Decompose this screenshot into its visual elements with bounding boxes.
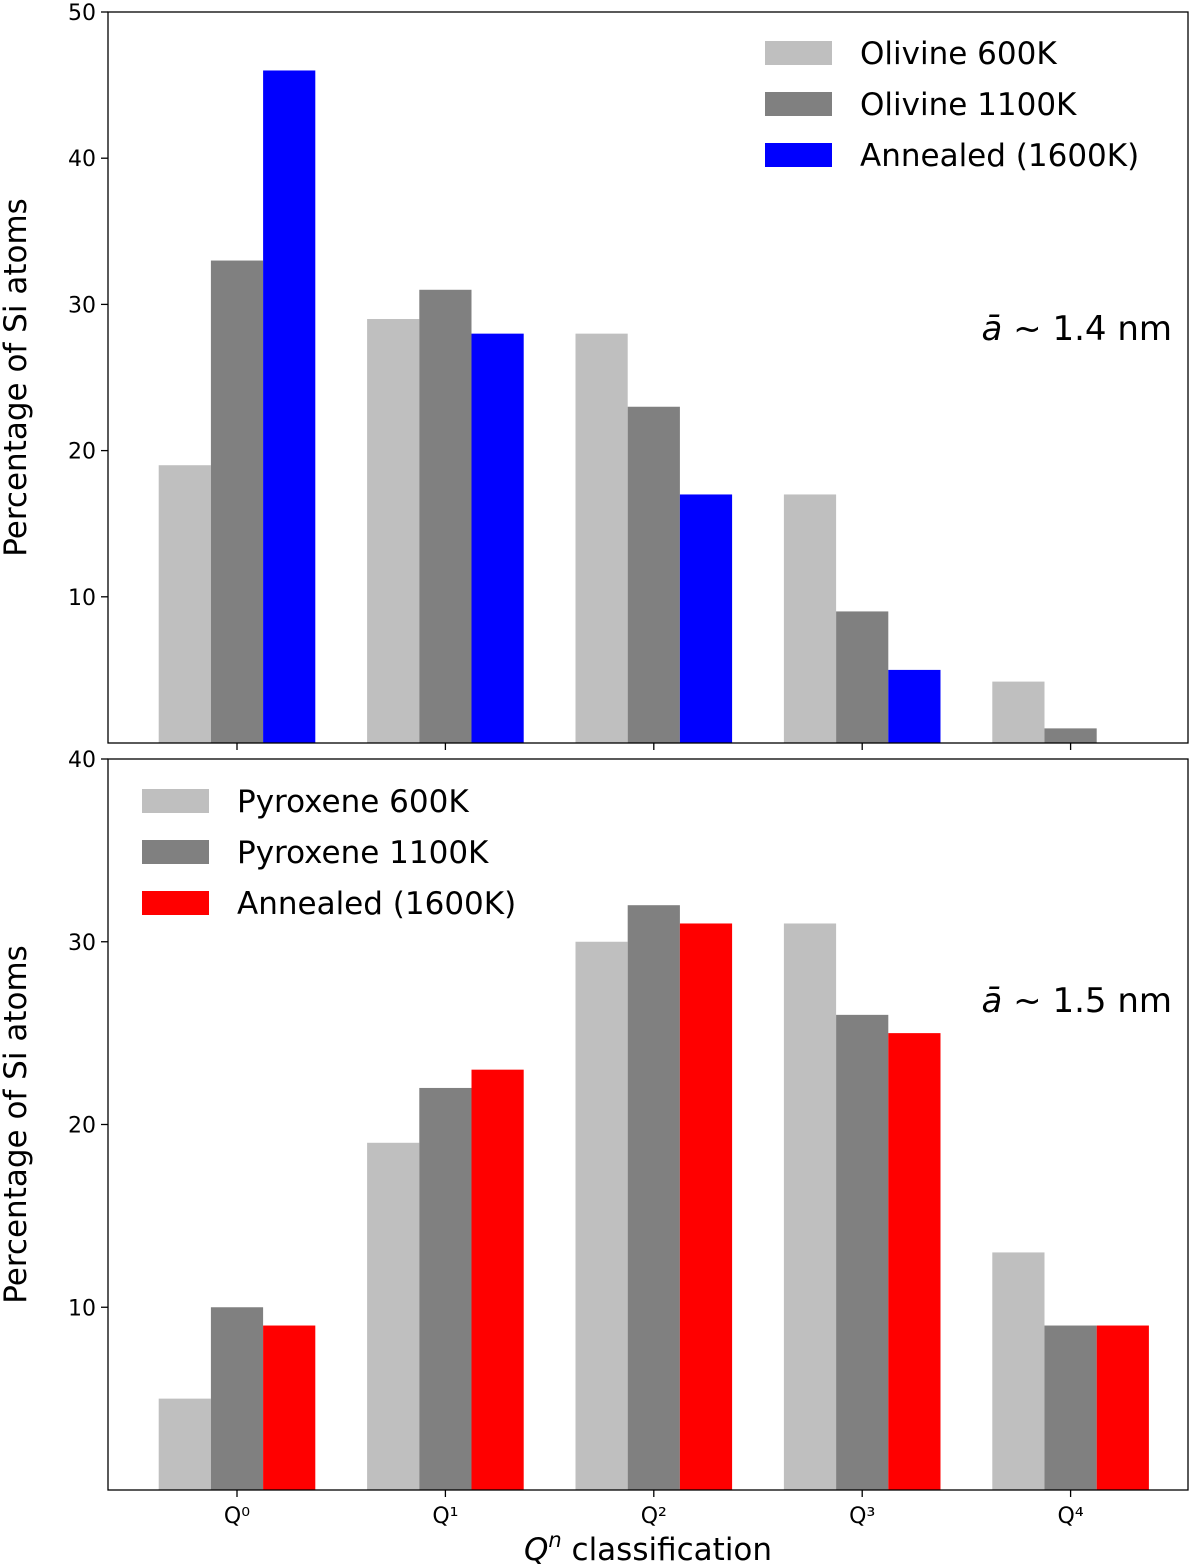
legend-label-2: Olivine 1100K bbox=[860, 87, 1077, 123]
bar-2-4 bbox=[836, 1014, 889, 1490]
x-tick-label-4: Q³ bbox=[849, 1504, 875, 1529]
bar-1-5 bbox=[992, 681, 1045, 743]
x-tick-label-1: Q⁰ bbox=[224, 1504, 250, 1529]
bar-2-2 bbox=[419, 1087, 472, 1490]
y-tick-label-40: 40 bbox=[68, 748, 96, 773]
bar-3-4 bbox=[888, 669, 941, 743]
bar-1-3 bbox=[575, 333, 628, 743]
y-tick-label-10: 10 bbox=[68, 586, 96, 611]
bar-2-1 bbox=[210, 260, 264, 743]
bar-1-1 bbox=[158, 1398, 211, 1491]
x-axis-label: Qn classification bbox=[524, 1528, 772, 1565]
size-annotation: ā ~ 1.5 nm bbox=[982, 981, 1173, 1021]
y-tick-label-20: 20 bbox=[68, 1114, 96, 1139]
panel-2: 10 20 30 40 Q⁰ Q¹ Q² Q³ Q⁴ Percentage of Si atoms… bbox=[0, 748, 1189, 1565]
y-axis-label: Percentage of Si atoms bbox=[0, 198, 34, 557]
legend-label-3: Annealed (1600K) bbox=[237, 886, 516, 922]
bar-1-4 bbox=[783, 494, 837, 743]
legend-label-2: Pyroxene 1100K bbox=[237, 835, 489, 871]
y-tick-label-30: 30 bbox=[68, 931, 96, 956]
bar-2-2 bbox=[419, 289, 472, 743]
y-tick-label-40: 40 bbox=[68, 147, 96, 172]
panel-1: 10 20 30 40 50 Percentage of Si atoms Olivine … bbox=[0, 1, 1189, 750]
legend-label-1: Pyroxene 600K bbox=[237, 784, 469, 820]
bar-3-3 bbox=[679, 494, 733, 743]
plot-frame bbox=[107, 11, 1189, 744]
size-annotation-symbol: ā bbox=[982, 981, 1003, 1021]
x-axis-label-superscript: n bbox=[548, 1528, 561, 1552]
legend-swatch-3 bbox=[142, 891, 209, 915]
legend-label-3: Annealed (1600K) bbox=[860, 138, 1139, 174]
bar-1-5 bbox=[992, 1252, 1045, 1490]
y-tick-label-20: 20 bbox=[68, 440, 96, 465]
bar-3-1 bbox=[263, 1325, 316, 1490]
bar-3-1 bbox=[263, 70, 316, 744]
legend-swatch-2 bbox=[142, 840, 209, 864]
y-tick-label-30: 30 bbox=[68, 293, 96, 318]
legend-swatch-3 bbox=[765, 143, 832, 167]
y-tick-label-50: 50 bbox=[68, 1, 96, 26]
legend-label-1: Olivine 600K bbox=[860, 36, 1057, 72]
bar-1-1 bbox=[158, 465, 211, 743]
bar-2-5 bbox=[1044, 728, 1097, 743]
size-annotation: ā ~ 1.4 nm bbox=[982, 309, 1173, 349]
legend-swatch-1 bbox=[765, 41, 832, 65]
size-annotation-value: ~ 1.4 nm bbox=[1002, 309, 1172, 349]
y-axis-label: Percentage of Si atoms bbox=[0, 945, 34, 1304]
bar-3-3 bbox=[679, 923, 733, 1490]
bar-3-5 bbox=[1096, 1325, 1149, 1490]
bar-1-2 bbox=[367, 1142, 420, 1490]
x-axis-label-text: classification bbox=[562, 1532, 772, 1565]
x-tick-label-5: Q⁴ bbox=[1058, 1504, 1084, 1529]
bar-1-4 bbox=[783, 923, 837, 1490]
bar-2-3 bbox=[627, 406, 680, 743]
size-annotation-symbol: ā bbox=[982, 309, 1003, 349]
bar-2-4 bbox=[836, 611, 889, 743]
bar-2-1 bbox=[210, 1307, 264, 1490]
bar-3-2 bbox=[471, 333, 524, 743]
x-tick-label-2: Q¹ bbox=[432, 1504, 458, 1529]
bar-1-2 bbox=[367, 319, 420, 743]
legend: Pyroxene 600K Pyroxene 1100K Annealed (160… bbox=[142, 784, 516, 922]
bar-1-3 bbox=[575, 941, 628, 1490]
bar-3-2 bbox=[471, 1069, 524, 1490]
bar-2-3 bbox=[627, 905, 680, 1490]
legend: Olivine 600K Olivine 1100K Annealed (1600K… bbox=[765, 36, 1139, 174]
bar-3-4 bbox=[888, 1033, 941, 1491]
legend-swatch-2 bbox=[765, 92, 832, 116]
legend-swatch-1 bbox=[142, 789, 209, 813]
size-annotation-value: ~ 1.5 nm bbox=[1002, 981, 1172, 1021]
y-tick-label-10: 10 bbox=[68, 1296, 96, 1321]
x-tick-label-3: Q² bbox=[641, 1504, 667, 1529]
x-axis-label-symbol: Q bbox=[524, 1532, 548, 1565]
bar-2-5 bbox=[1044, 1325, 1097, 1490]
